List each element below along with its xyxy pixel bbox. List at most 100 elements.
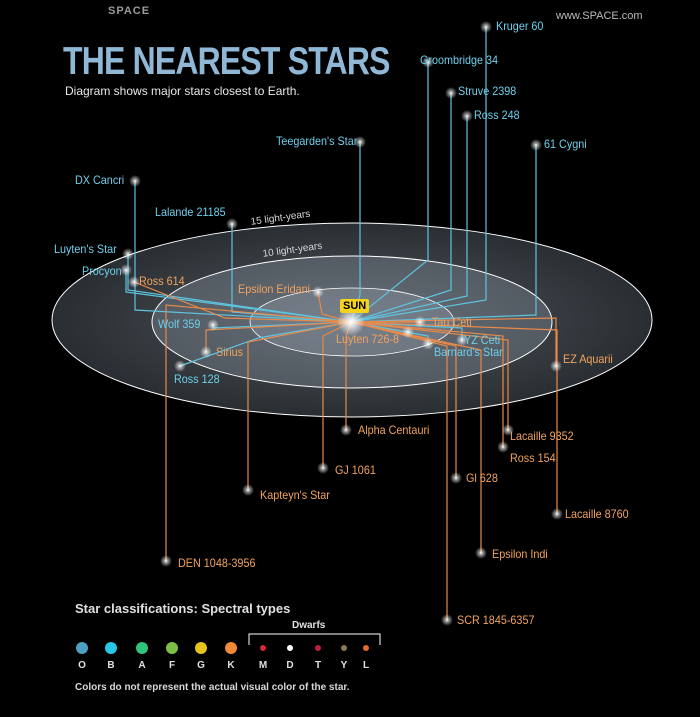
connector-line-4 [350, 145, 537, 323]
legend-title: Star classifications: Spectral types [75, 601, 291, 616]
star-label-groombridge-34: Groombridge 34 [420, 53, 499, 67]
star-label-scr-1845-6357: SCR 1845-6357 [457, 613, 535, 627]
site-url: www.SPACE.com [556, 10, 643, 22]
connector-line-0 [350, 27, 487, 323]
legend-dot-b [105, 642, 117, 654]
star-point-21 [497, 441, 509, 453]
star-point-3 [461, 110, 473, 122]
sun-glow [337, 308, 365, 336]
connector-line-3 [350, 116, 468, 323]
connector-line-10 [133, 281, 352, 323]
connector-line-27 [350, 321, 482, 553]
page-title: THE NEAREST STARS [63, 40, 390, 83]
star-point-24 [450, 472, 462, 484]
star-label-ez-aquarii: EZ Aquarii [563, 352, 613, 366]
star-label-tau-ceti: Tau Ceti [432, 315, 472, 329]
star-point-11 [312, 286, 324, 298]
legend-letter-o: O [78, 660, 86, 671]
star-label-epsilon-eridani: Epsilon Eridani [238, 282, 311, 296]
connector-line-29 [350, 321, 448, 620]
star-label-luyten-726-8: Luyten 726-8 [336, 332, 400, 346]
star-point-9 [120, 264, 132, 276]
star-point-5 [354, 136, 366, 148]
star-label-kapteyns-star: Kapteyn's Star [260, 488, 330, 502]
legend-dot-t [315, 645, 321, 651]
star-point-22 [502, 424, 514, 436]
star-label-ross-128: Ross 128 [174, 372, 220, 386]
star-point-6 [129, 175, 141, 187]
legend-dot-d [287, 645, 293, 651]
star-label-wolf-359: Wolf 359 [158, 317, 201, 331]
star-label-barnards-star: Barnard's Star [434, 345, 503, 359]
space-logo: SPACE [108, 5, 151, 17]
star-label-gl-628: Gl 628 [466, 471, 498, 485]
star-label-lacaille-8760: Lacaille 8760 [565, 507, 629, 521]
star-point-0 [480, 21, 492, 33]
star-label-struve-2398: Struve 2398 [458, 84, 517, 98]
star-point-8 [122, 248, 134, 260]
legend-letter-d: D [286, 660, 294, 671]
sun-label: SUN [340, 299, 370, 313]
star-label-procyon: Procyon [82, 264, 122, 278]
legend-letter-t: T [314, 660, 322, 671]
legend-letter-b: B [107, 660, 115, 671]
star-point-16 [456, 334, 468, 346]
star-point-20 [340, 424, 352, 436]
legend-letter-g: G [197, 660, 205, 671]
connector-line-2 [350, 93, 452, 323]
star-point-17 [402, 326, 414, 338]
connector-line-1 [350, 62, 429, 323]
connector-line-6 [134, 181, 352, 323]
star-point-13 [200, 346, 212, 358]
star-label-ross-154: Ross 154 [510, 451, 556, 465]
star-label-sirius: Sirius [216, 345, 244, 359]
star-label-epsilon-indi: Epsilon Indi [492, 547, 548, 561]
legend-note: Colors do not represent the actual visua… [75, 682, 350, 693]
star-point-27 [475, 547, 487, 559]
legend-dot-l [363, 645, 369, 651]
legend-letter-a: A [138, 660, 146, 671]
star-label-ross-614: Ross 614 [139, 274, 185, 288]
star-label-teegardens-star: Teegarden's Star [276, 134, 358, 148]
connector-line-25 [247, 321, 352, 490]
legend-dwarfs-label: Dwarfs [292, 620, 326, 631]
dwarfs-bracket [248, 633, 381, 645]
legend-letter-f: F [168, 660, 176, 671]
star-label-dx-cancri: DX Cancri [75, 173, 125, 187]
connector-line-28 [165, 304, 352, 561]
legend-dot-m [260, 645, 266, 651]
legend-dot-y [341, 645, 347, 651]
star-point-29 [441, 614, 453, 626]
legend-dot-g [195, 642, 207, 654]
star-point-15 [414, 316, 426, 328]
star-point-10 [128, 276, 140, 288]
star-label-gj-1061: GJ 1061 [335, 463, 376, 477]
star-point-7 [226, 218, 238, 230]
star-point-14 [174, 360, 186, 372]
legend-letter-m: M [258, 660, 268, 671]
star-label-kruger-60: Kruger 60 [496, 19, 544, 33]
star-point-1 [422, 56, 434, 68]
star-point-28 [160, 555, 172, 567]
star-point-26 [551, 508, 563, 520]
legend-dot-a [136, 642, 148, 654]
star-point-18 [422, 338, 434, 350]
legend-dot-f [166, 642, 178, 654]
legend-dot-o [76, 642, 88, 654]
legend-dot-k [225, 642, 237, 654]
star-label-ross-248: Ross 248 [474, 108, 520, 122]
star-point-25 [242, 484, 254, 496]
connector-line-21 [350, 321, 504, 447]
page-subtitle: Diagram shows major stars closest to Ear… [65, 84, 300, 98]
star-label-lacaille-9352: Lacaille 9352 [510, 429, 574, 443]
star-point-4 [530, 139, 542, 151]
star-label-yz-ceti: YZ Ceti [464, 333, 501, 347]
star-label-61-cygni: 61 Cygni [544, 137, 587, 151]
connector-line-9 [125, 270, 352, 323]
star-label-lalande-21185: Lalande 21185 [155, 205, 226, 219]
star-point-23 [317, 462, 329, 474]
star-label-luytens-star: Luyten's Star [54, 242, 117, 256]
star-point-12 [207, 319, 219, 331]
